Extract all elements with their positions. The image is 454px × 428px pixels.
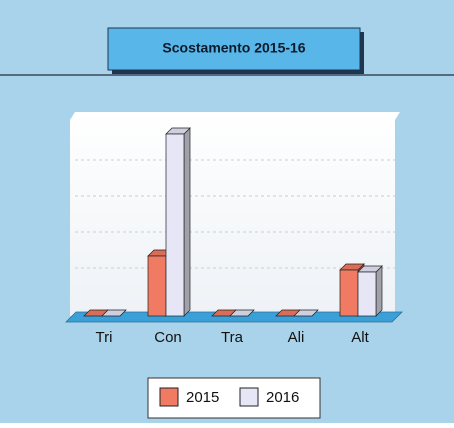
bar-front	[357, 271, 377, 317]
bar-front	[339, 269, 359, 317]
x-tick-label: Tra	[221, 329, 244, 346]
legend-label: 2015	[186, 389, 219, 406]
bar-front	[165, 133, 185, 317]
bar-side	[375, 265, 383, 317]
bar	[101, 309, 127, 317]
bar	[293, 309, 319, 317]
x-tick-label: Tri	[96, 329, 113, 346]
bar	[357, 265, 383, 317]
legend: 2015 2016	[159, 387, 299, 407]
bar-front	[147, 255, 167, 317]
bar	[165, 127, 191, 317]
bar-top	[229, 309, 255, 317]
title-box	[107, 27, 361, 71]
bar-side	[183, 127, 191, 317]
x-tick-label: Ali	[288, 329, 305, 346]
bar-top	[293, 309, 319, 317]
bar	[229, 309, 255, 317]
bar-top	[101, 309, 127, 317]
bars	[83, 127, 383, 317]
x-tick-label: Alt	[351, 329, 369, 346]
legend-swatch	[159, 387, 179, 407]
legend-swatch	[239, 387, 259, 407]
x-tick-label: Con	[154, 329, 182, 346]
chart-title: Scostamento 2015-16	[162, 40, 305, 56]
legend-label: 2016	[266, 389, 299, 406]
